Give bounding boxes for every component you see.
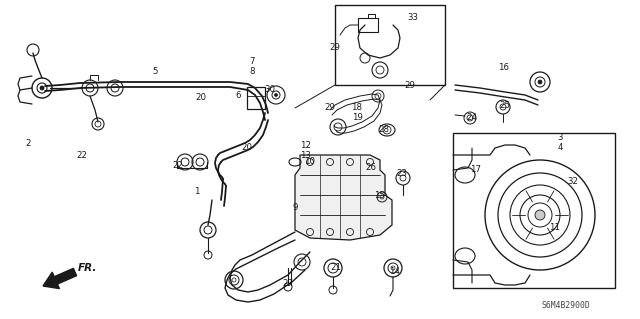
Text: 7: 7: [249, 57, 255, 66]
Text: 23: 23: [397, 168, 408, 177]
Text: 13: 13: [301, 151, 312, 160]
Text: 33: 33: [408, 12, 419, 21]
Text: FR.: FR.: [78, 263, 97, 273]
Text: 15: 15: [374, 191, 385, 201]
Text: 14: 14: [390, 266, 401, 276]
Text: 16: 16: [499, 63, 509, 72]
Circle shape: [275, 93, 278, 97]
Text: 30: 30: [264, 85, 275, 94]
Text: 24: 24: [467, 114, 477, 122]
Bar: [247, 87, 265, 109]
Bar: [358, 18, 378, 32]
Circle shape: [535, 210, 545, 220]
Text: 22: 22: [77, 151, 88, 160]
Bar: [335, 5, 445, 85]
Text: 21: 21: [330, 263, 342, 272]
Text: 29: 29: [330, 43, 340, 53]
Text: 6: 6: [236, 91, 241, 100]
Text: 25: 25: [499, 100, 511, 109]
Text: 29: 29: [324, 103, 335, 113]
Text: 3: 3: [557, 133, 563, 143]
Text: 26: 26: [365, 164, 376, 173]
Bar: [453, 133, 615, 288]
Text: 9: 9: [292, 204, 298, 212]
Text: 2: 2: [25, 138, 31, 147]
Text: 8: 8: [249, 66, 255, 76]
Text: 1: 1: [195, 187, 200, 196]
Text: 22: 22: [173, 160, 184, 169]
FancyArrow shape: [43, 268, 77, 289]
Text: 17: 17: [470, 166, 481, 174]
Text: 12: 12: [301, 140, 312, 150]
Text: 20: 20: [241, 143, 253, 152]
Text: 29: 29: [404, 81, 415, 91]
Text: 27: 27: [282, 278, 294, 287]
Circle shape: [40, 86, 44, 90]
Text: 5: 5: [152, 68, 157, 77]
Text: 11: 11: [550, 224, 561, 233]
Text: 32: 32: [568, 177, 579, 187]
Text: 19: 19: [351, 113, 362, 122]
Text: 20: 20: [195, 93, 207, 101]
Text: 4: 4: [557, 144, 563, 152]
Text: 28: 28: [378, 125, 390, 135]
Circle shape: [538, 80, 542, 84]
Text: 10: 10: [305, 157, 316, 166]
Text: S6M4B2900D: S6M4B2900D: [542, 301, 591, 310]
Polygon shape: [295, 155, 392, 240]
Text: 18: 18: [351, 102, 362, 112]
